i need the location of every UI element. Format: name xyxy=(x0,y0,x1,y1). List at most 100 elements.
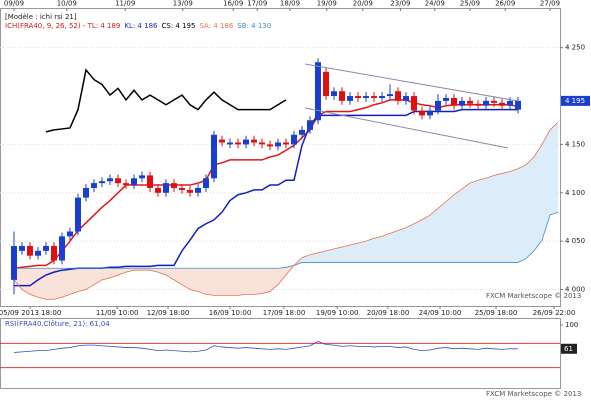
cloud xyxy=(390,230,398,263)
cloud xyxy=(270,268,278,292)
x-tick-label: 09/09 xyxy=(4,0,24,8)
candle-body xyxy=(35,250,41,256)
cloud xyxy=(118,268,126,276)
x-tick-label: 17/09 18:00 xyxy=(263,309,306,317)
candle-body xyxy=(275,142,281,147)
cloud xyxy=(142,268,150,271)
cloud xyxy=(166,268,174,280)
cloud xyxy=(22,268,30,295)
cloud xyxy=(494,173,502,263)
axes: 4 250 4 150 4 100 4 050 4 000 09/09 10/09 11/09… xyxy=(0,0,590,354)
cloud xyxy=(342,245,350,263)
cloud xyxy=(542,129,550,241)
cloud xyxy=(38,268,46,300)
x-tick-label: 19/09 xyxy=(317,0,337,8)
cloud xyxy=(502,171,510,263)
cloud xyxy=(150,268,158,273)
candle-body xyxy=(419,110,425,116)
candle-body xyxy=(427,110,433,116)
cloud xyxy=(182,268,190,290)
cloud xyxy=(358,241,366,263)
cloud xyxy=(278,267,286,285)
cloud xyxy=(382,233,390,263)
candle-body xyxy=(331,91,337,97)
rsi-frame xyxy=(0,318,561,389)
legend-item: ICH(FRA40, 9, 26, 52) - TL: 4 189 xyxy=(5,22,120,30)
x-tick-label: 13/09 xyxy=(173,0,193,8)
y-tick-label: 4 150 xyxy=(565,140,585,148)
x-tick-label: 19/09 10:00 xyxy=(316,309,359,317)
indicator-line xyxy=(13,99,519,270)
candle-body xyxy=(315,62,321,121)
candle-body xyxy=(83,187,89,198)
x-tick-label: 24/09 xyxy=(425,0,445,8)
cloud xyxy=(462,183,470,263)
cloud xyxy=(398,227,406,263)
cloud xyxy=(78,268,86,292)
candle-body xyxy=(267,144,273,147)
candle-body xyxy=(251,139,257,143)
cloud xyxy=(334,246,342,263)
candle-body xyxy=(123,183,129,186)
cloud xyxy=(254,268,262,295)
candle-body xyxy=(291,134,297,145)
candle-body xyxy=(171,183,177,188)
indicator-line xyxy=(14,211,559,269)
candle-body xyxy=(379,96,385,98)
cloud xyxy=(438,201,446,263)
price-label: 4 195 xyxy=(565,97,585,105)
cloud xyxy=(310,252,318,263)
watermark: FXCM Marketscope © 2013 xyxy=(486,292,581,300)
cloud xyxy=(318,250,326,263)
plot-frame xyxy=(0,8,561,307)
candle-body xyxy=(99,181,105,184)
x-tick-label: 26/09 22:00 xyxy=(533,309,576,317)
candle-body xyxy=(435,100,441,111)
candle-body xyxy=(443,97,449,101)
x-tick-label: 26/09 xyxy=(495,0,515,8)
cloud xyxy=(470,180,478,263)
x-tick-label: 12/09 18:00 xyxy=(147,309,190,317)
candle-body xyxy=(147,175,153,188)
cloud xyxy=(198,268,206,295)
rsi-plot xyxy=(0,341,560,369)
rsi-last-label: 61 xyxy=(564,345,573,353)
cloud xyxy=(174,268,182,285)
x-tick-label: 11/09 xyxy=(115,0,135,8)
candle-body xyxy=(59,236,65,261)
candle-body xyxy=(187,189,193,193)
legend-item: SB: 4 130 xyxy=(237,22,271,30)
candle-body xyxy=(363,96,369,98)
cloud xyxy=(190,268,198,292)
indicator-line xyxy=(45,68,287,133)
candle-body xyxy=(139,175,145,179)
candle-body xyxy=(259,142,265,145)
candle-body xyxy=(467,100,473,104)
candle-body xyxy=(387,94,393,97)
candle-body xyxy=(235,142,241,145)
candle-body xyxy=(403,96,409,101)
cloud xyxy=(86,268,94,290)
candle-body xyxy=(131,178,137,186)
cloud xyxy=(350,243,358,263)
legend-item: SA: 4 186 xyxy=(199,22,233,30)
cloud xyxy=(246,268,254,295)
trendline xyxy=(304,107,509,149)
candle-body xyxy=(107,178,113,182)
candle-body xyxy=(27,246,33,256)
legend-item: KL: 4 186 xyxy=(124,22,158,30)
cloud xyxy=(46,268,54,300)
y-tick-label: 4 000 xyxy=(565,286,585,294)
x-tick-label: 25/09 xyxy=(460,0,480,8)
x-tick-label: 23/09 xyxy=(390,0,410,8)
cloud xyxy=(230,268,238,296)
x-tick-label: 17/09 xyxy=(247,0,267,8)
x-tick-label: 18/09 xyxy=(280,0,300,8)
cloud xyxy=(54,268,62,300)
cloud xyxy=(526,157,534,259)
rsi-line xyxy=(13,341,519,353)
cloud xyxy=(374,236,382,263)
x-tick-label: 11/09 10:00 xyxy=(96,309,139,317)
cloud xyxy=(510,168,518,263)
cloud xyxy=(70,268,78,295)
